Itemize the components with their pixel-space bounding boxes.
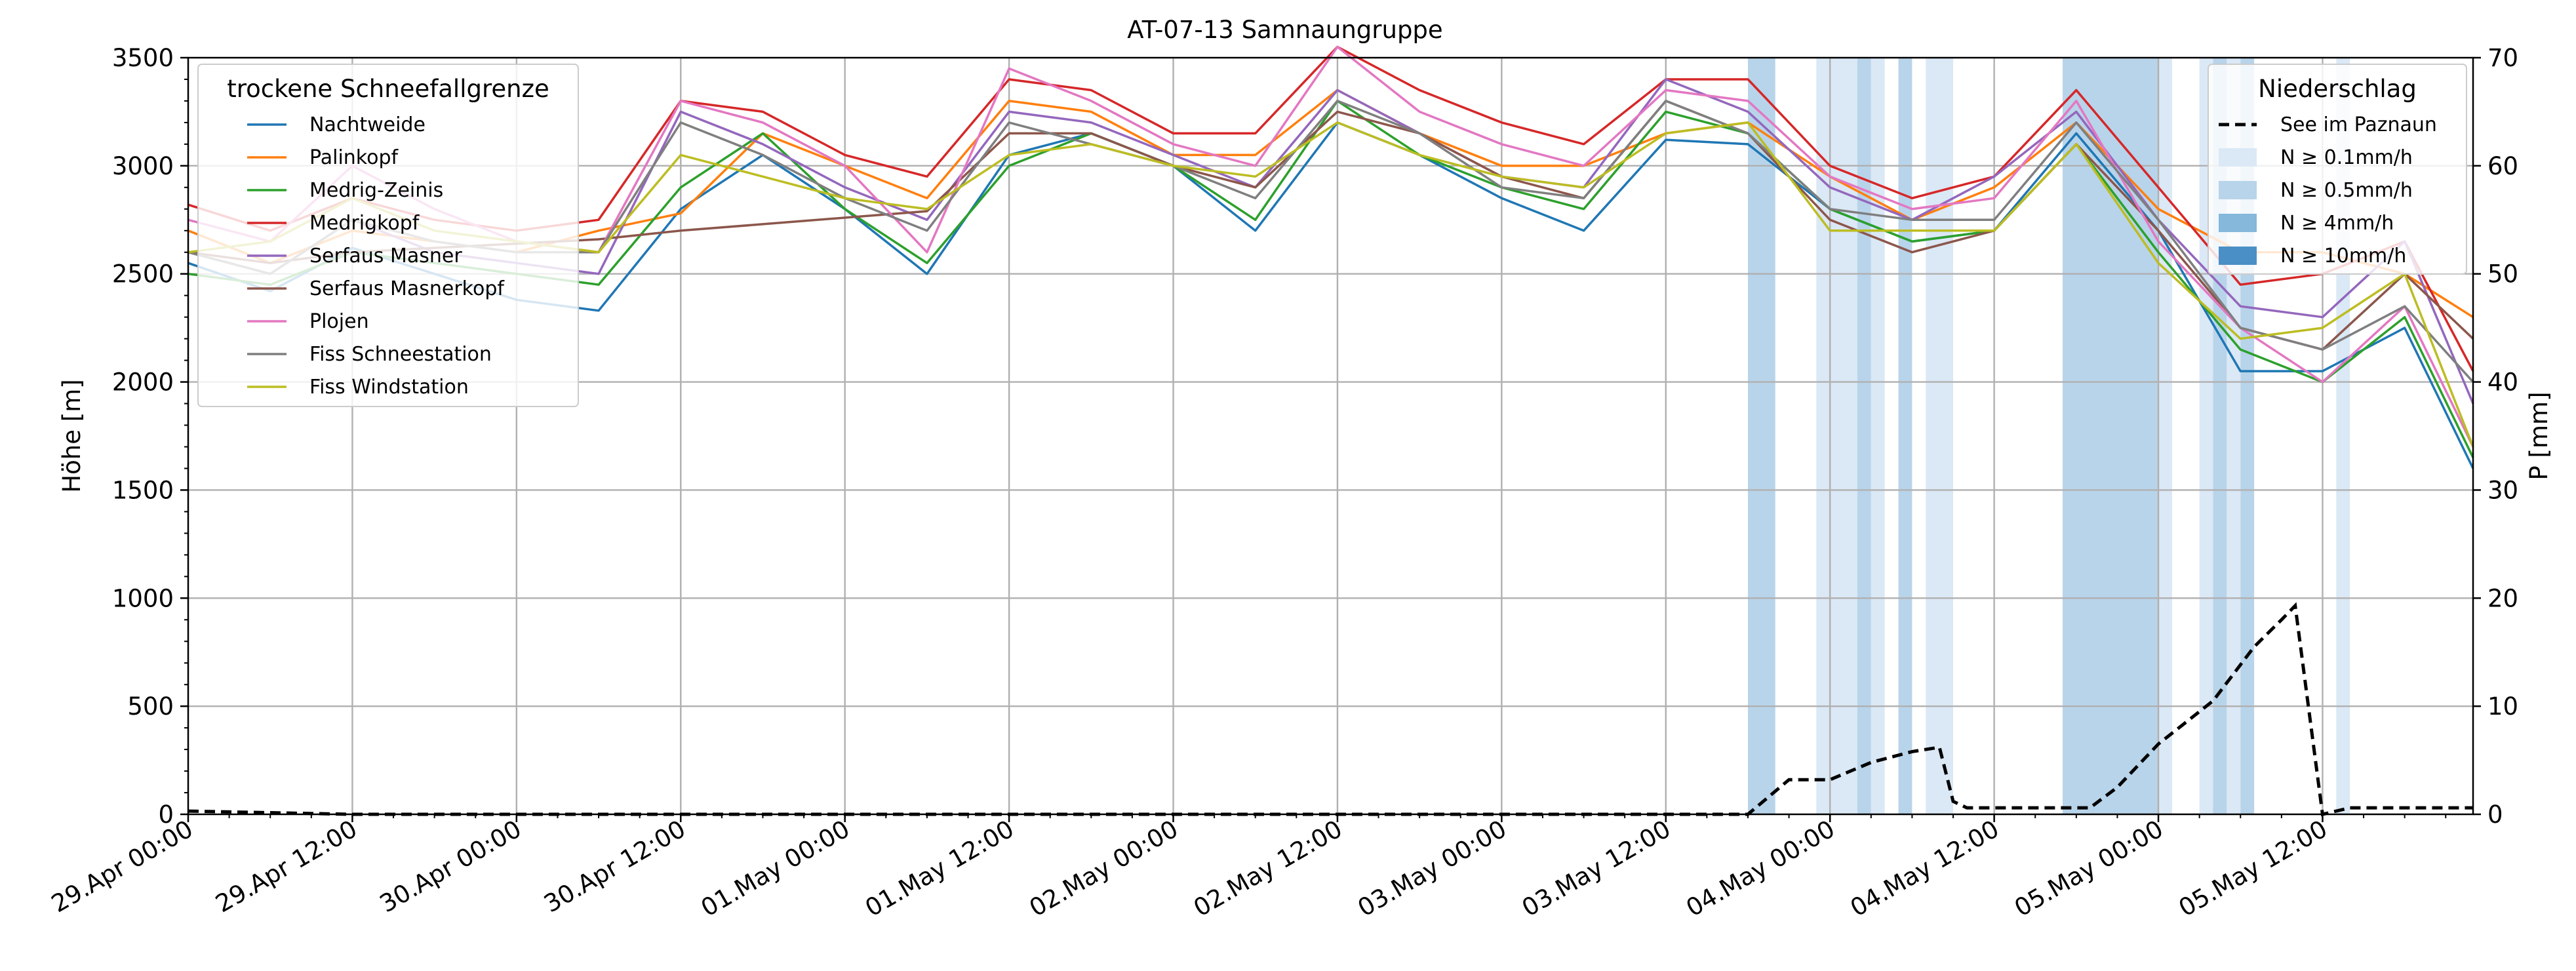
y-tick-label: 1000 [112, 584, 174, 612]
precip-band [1747, 58, 1775, 814]
chart-title: AT-07-13 Samnaungruppe [1127, 16, 1442, 44]
y-tick-label: 3000 [112, 152, 174, 180]
legend-swatch [2219, 181, 2257, 199]
legend-swatch [2219, 214, 2257, 232]
y2-tick-label: 40 [2487, 368, 2518, 397]
y-tick-label: 1500 [112, 476, 174, 504]
y2-tick-label: 10 [2487, 692, 2518, 721]
legend-label: Plojen [309, 310, 369, 333]
legend-label: Medrigkopf [309, 212, 420, 235]
legend-label: Palinkopf [309, 146, 399, 169]
y2-tick-label: 30 [2487, 476, 2518, 504]
precip-bands [1747, 58, 2350, 814]
legend-label: Fiss Schneestation [309, 343, 492, 366]
legend-label: N ≥ 0.1mm/h [2280, 146, 2413, 169]
legend-station-series: trockene Schneefallgrenze Nachtweide Palin… [197, 64, 579, 407]
legend-label: N ≥ 4mm/h [2280, 212, 2394, 235]
y2-tick-label: 50 [2487, 260, 2518, 288]
y2-tick-label: 0 [2487, 801, 2503, 829]
legend-swatch [2219, 148, 2257, 167]
legend-label: N ≥ 0.5mm/h [2280, 179, 2413, 202]
precip-band [1857, 58, 1871, 814]
precip-band [1898, 58, 1912, 814]
precip-band [2062, 58, 2159, 814]
legend-precipitation: Niederschlag See im Paznaun N ≥ 0.1mm/h N ≥… [2208, 64, 2467, 275]
legend-label: Serfaus Masnerkopf [309, 277, 505, 300]
legend-label: Serfaus Masner [309, 245, 462, 268]
legend-frame [2208, 64, 2467, 275]
y2-tick-label: 70 [2487, 44, 2518, 72]
y2-axis-label: P [mm] [2525, 391, 2553, 480]
legend-label: Medrig-Zeinis [309, 179, 443, 202]
y-tick-label: 500 [127, 692, 174, 721]
precip-line [188, 602, 2473, 817]
legend-title: Niederschlag [2258, 75, 2417, 103]
legend-swatch [2219, 247, 2257, 265]
grid [188, 58, 2473, 814]
plot-frame [187, 56, 2474, 816]
precip-band [1871, 58, 1885, 814]
legend-label: See im Paznaun [2280, 113, 2437, 136]
legend-frame [197, 64, 579, 407]
legend-label: Nachtweide [309, 113, 426, 136]
y2-tick-label: 20 [2487, 584, 2518, 612]
y-tick-label: 2500 [112, 260, 174, 288]
legend-title: trockene Schneefallgrenze [227, 75, 549, 103]
y-tick-label: 0 [158, 801, 174, 829]
legend-label: Fiss Windstation [309, 376, 469, 399]
y2-tick-label: 60 [2487, 152, 2518, 180]
y-tick-label: 3500 [112, 44, 174, 72]
precip-band [1926, 58, 1954, 814]
precip-band [2158, 58, 2172, 814]
precip-series-line [188, 602, 2473, 817]
y-tick-label: 2000 [112, 368, 174, 397]
legend-label: N ≥ 10mm/h [2280, 245, 2406, 268]
y-axis-label: Höhe [m] [58, 379, 86, 492]
